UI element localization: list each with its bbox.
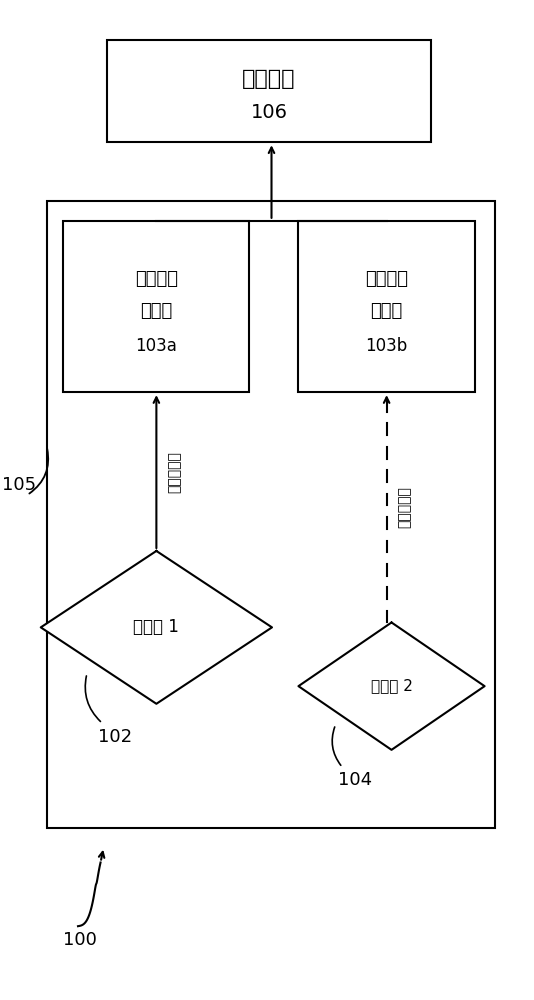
Bar — [64, 221, 249, 392]
Text: 106: 106 — [250, 103, 287, 122]
Text: 传感器 1: 传感器 1 — [134, 618, 179, 636]
Text: 105: 105 — [2, 476, 36, 494]
Text: 处理器: 处理器 — [371, 302, 403, 320]
Polygon shape — [41, 551, 272, 704]
Text: 次信号路径: 次信号路径 — [397, 486, 411, 528]
Text: 传感器 2: 传感器 2 — [371, 679, 412, 694]
Text: 102: 102 — [98, 728, 132, 746]
Text: 主信号路径: 主信号路径 — [167, 451, 181, 493]
Text: 103b: 103b — [365, 337, 408, 355]
Text: 处理器: 处理器 — [140, 302, 172, 320]
Bar — [107, 40, 431, 142]
Polygon shape — [299, 622, 484, 750]
Bar — [299, 221, 475, 392]
Text: 数字信号: 数字信号 — [135, 270, 178, 288]
Text: 控制单元: 控制单元 — [242, 69, 296, 89]
Text: 103a: 103a — [136, 337, 177, 355]
Text: 100: 100 — [64, 931, 97, 949]
Bar — [46, 201, 496, 828]
Text: 104: 104 — [337, 771, 372, 789]
Text: 数字信号: 数字信号 — [365, 270, 408, 288]
